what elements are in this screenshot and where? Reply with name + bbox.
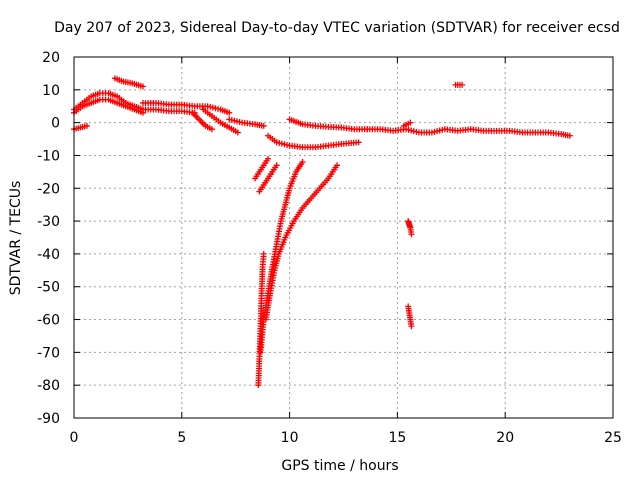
x-axis-title: GPS time / hours bbox=[281, 458, 398, 474]
y-tick-label: 0 bbox=[51, 116, 60, 132]
series-drop-1 bbox=[255, 250, 267, 389]
axis-ticks bbox=[73, 56, 614, 419]
y-tick-label: 20 bbox=[42, 50, 60, 66]
x-tick-label: 25 bbox=[604, 430, 622, 446]
chart-title: Day 207 of 2023, Sidereal Day-to-day VTE… bbox=[54, 20, 620, 36]
data-point bbox=[299, 159, 306, 166]
data-point bbox=[408, 323, 415, 330]
data-point bbox=[208, 126, 215, 133]
data-point bbox=[265, 155, 272, 162]
x-tick-label: 10 bbox=[281, 430, 299, 446]
data-point bbox=[459, 81, 466, 88]
data-point bbox=[407, 119, 414, 126]
y-tick-labels: -90 -80 -70 -60 -50 -40 -30 -20 -10 0 10 20 bbox=[37, 50, 60, 427]
data-point bbox=[260, 122, 267, 129]
series-cluster-60 bbox=[405, 303, 415, 330]
y-tick-label: -10 bbox=[37, 148, 60, 164]
series-track-g bbox=[189, 109, 215, 133]
y-tick-label: -90 bbox=[37, 411, 60, 427]
x-tick-label: 20 bbox=[496, 430, 514, 446]
x-tick-labels: 0 5 10 15 20 25 bbox=[70, 430, 622, 446]
series-track-b bbox=[71, 96, 146, 116]
data-point bbox=[334, 162, 341, 169]
data-points bbox=[71, 75, 573, 389]
gridlines bbox=[74, 57, 613, 418]
y-tick-label: -20 bbox=[37, 181, 60, 197]
y-tick-label: -80 bbox=[37, 378, 60, 394]
y-tick-label: -40 bbox=[37, 247, 60, 263]
data-point bbox=[139, 83, 146, 90]
x-tick-label: 0 bbox=[70, 430, 79, 446]
plot-frame bbox=[73, 56, 614, 419]
series-track-l bbox=[364, 126, 573, 139]
series-drop-3 bbox=[262, 162, 341, 323]
series-track-m bbox=[400, 119, 414, 129]
series-track-n bbox=[452, 81, 466, 88]
data-point bbox=[260, 250, 267, 257]
series-cluster-30 bbox=[405, 218, 415, 238]
data-point bbox=[273, 162, 280, 169]
data-point bbox=[355, 139, 362, 146]
data-point bbox=[226, 109, 233, 116]
series-short-arc-2 bbox=[252, 155, 272, 182]
series-track-i bbox=[226, 116, 267, 129]
data-point bbox=[83, 122, 90, 129]
series-track-k bbox=[286, 116, 371, 133]
series-track-e bbox=[139, 99, 233, 116]
y-tick-label: -30 bbox=[37, 214, 60, 230]
y-axis-title: SDTVAR / TECUs bbox=[8, 181, 24, 296]
y-tick-label: -60 bbox=[37, 313, 60, 329]
series-track-d bbox=[111, 75, 146, 90]
x-tick-label: 5 bbox=[177, 430, 186, 446]
series-track-h bbox=[200, 106, 241, 136]
data-point bbox=[408, 231, 415, 238]
series-short-arc bbox=[256, 162, 280, 195]
y-tick-label: -70 bbox=[37, 345, 60, 361]
y-tick-label: 10 bbox=[42, 83, 60, 99]
series-track-j bbox=[265, 132, 362, 151]
data-point bbox=[234, 129, 241, 136]
y-tick-label: -50 bbox=[37, 280, 60, 296]
x-tick-label: 15 bbox=[388, 430, 406, 446]
data-point bbox=[566, 132, 573, 139]
